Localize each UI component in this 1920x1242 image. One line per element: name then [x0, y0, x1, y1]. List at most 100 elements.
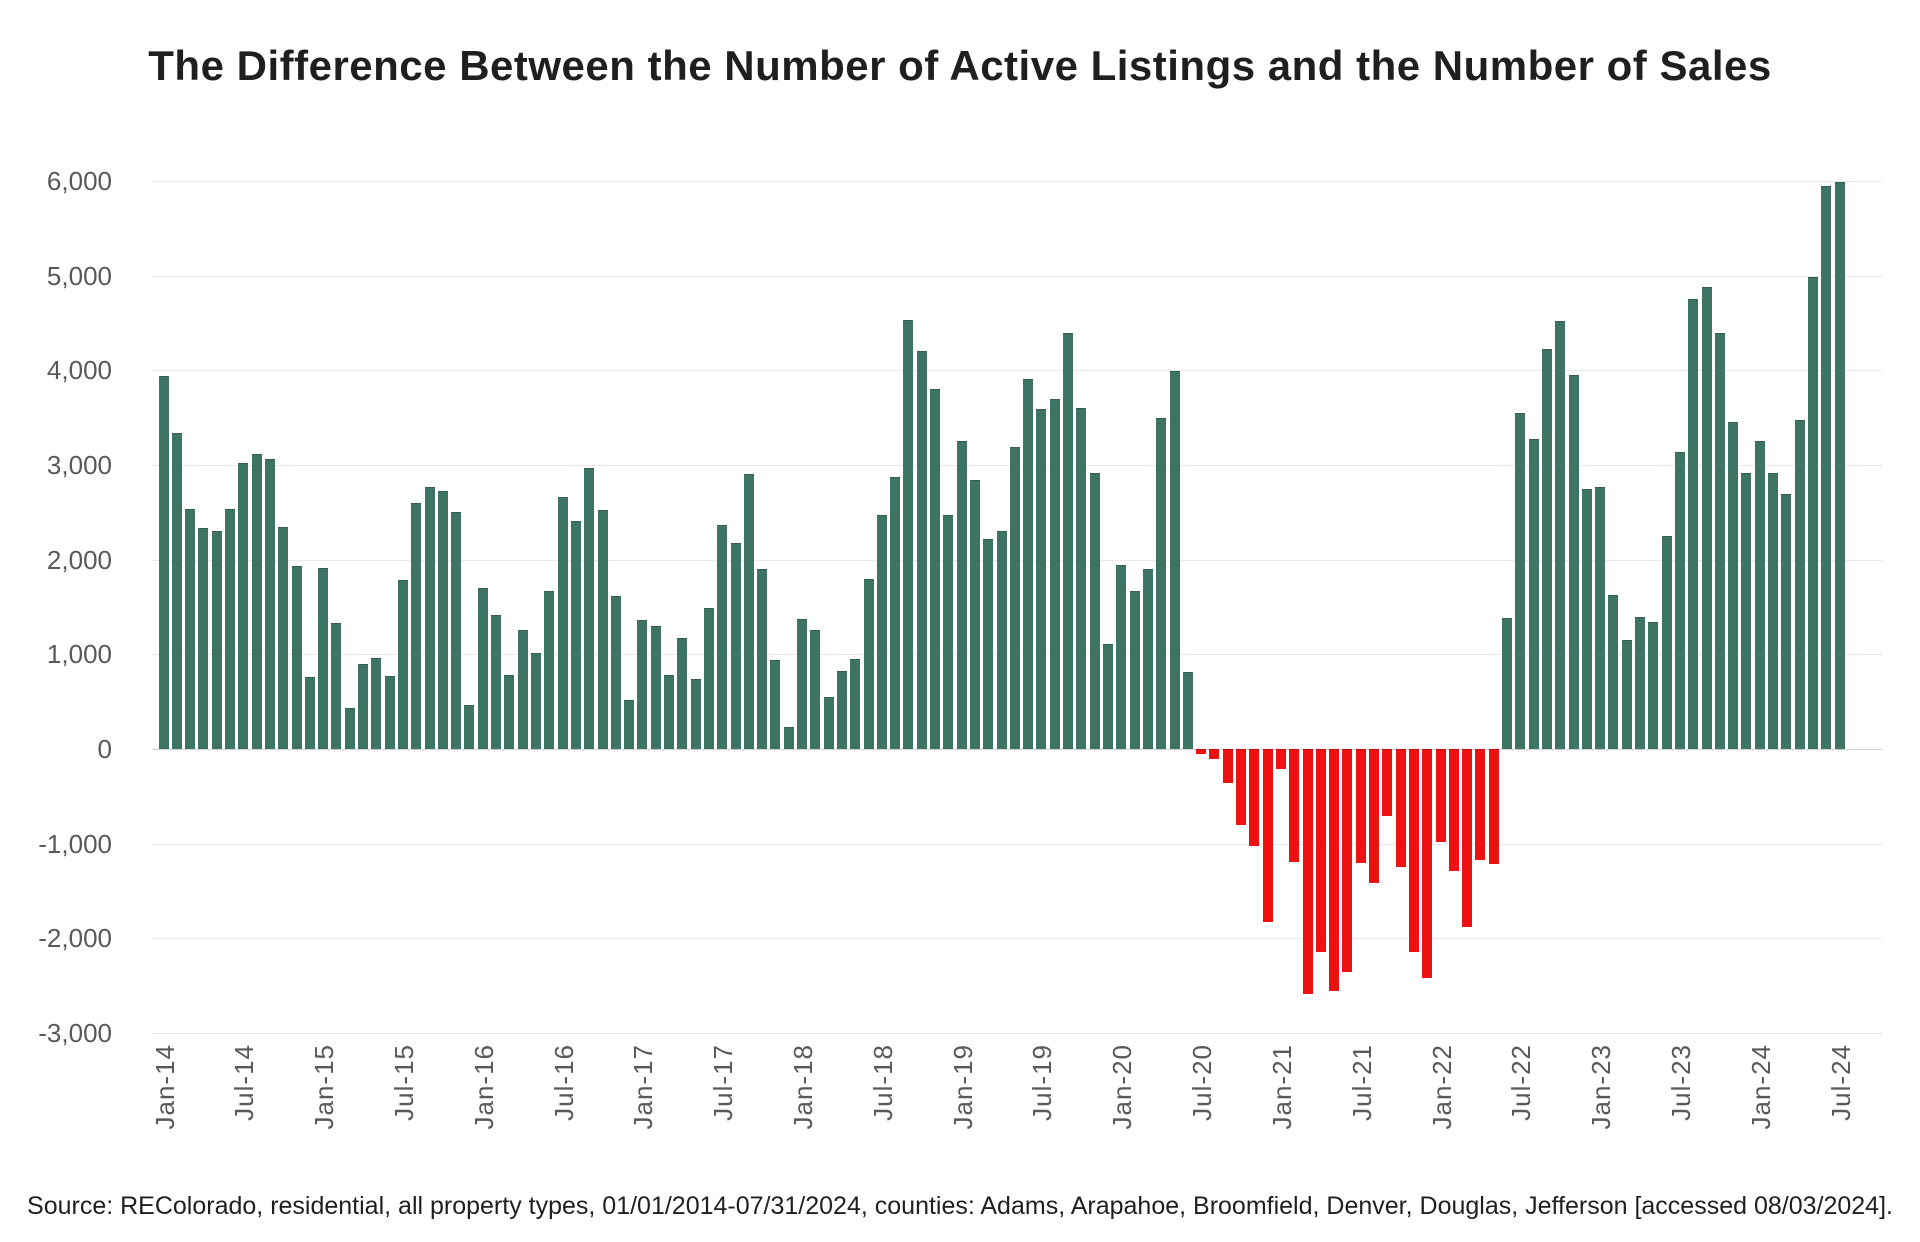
bar — [304, 677, 315, 749]
bar — [1608, 594, 1619, 749]
bar — [943, 515, 954, 749]
bar — [1395, 749, 1406, 868]
bar — [1369, 749, 1379, 884]
bar — [1142, 569, 1153, 749]
source-note: Source: REColorado, residential, all pro… — [27, 1192, 1893, 1220]
bar — [1701, 287, 1712, 749]
bar — [983, 538, 994, 749]
bar — [996, 531, 1007, 749]
x-tick-label: Jan-16 — [468, 1044, 499, 1130]
bar — [1661, 536, 1672, 749]
bar — [477, 588, 488, 749]
bar — [570, 520, 581, 749]
bar — [1009, 447, 1020, 749]
bar — [1422, 749, 1433, 979]
gridline — [152, 1033, 1882, 1034]
bar — [358, 663, 368, 749]
bar — [1595, 486, 1606, 749]
bar — [1089, 472, 1100, 749]
bar — [185, 508, 196, 749]
bar — [384, 676, 395, 749]
bar — [783, 727, 794, 749]
x-tick-label: Jan-15 — [309, 1044, 340, 1130]
chart-title: The Difference Between the Number of Act… — [148, 42, 1772, 89]
bar — [916, 351, 927, 749]
bar — [1462, 749, 1473, 927]
bar — [1209, 749, 1220, 760]
bar — [424, 486, 435, 749]
bar — [1541, 348, 1552, 749]
x-tick-label: Jul-18 — [867, 1044, 898, 1121]
bar — [1382, 749, 1393, 817]
y-tick-label: -1,000 — [38, 828, 112, 859]
bar — [437, 490, 448, 749]
x-tick-label: Jul-15 — [388, 1044, 419, 1121]
bar — [890, 477, 901, 749]
gridline — [152, 275, 1882, 277]
bar — [650, 625, 661, 749]
bar — [743, 473, 754, 749]
bar — [318, 568, 329, 749]
gridline — [152, 370, 1882, 372]
gridline — [152, 843, 1882, 845]
bar — [1714, 332, 1725, 749]
bar — [730, 542, 741, 749]
bar — [1688, 299, 1699, 749]
bar — [930, 389, 940, 749]
bar — [371, 658, 382, 749]
bar — [557, 497, 568, 749]
bar — [1196, 749, 1207, 755]
bar — [278, 526, 289, 749]
bar — [677, 638, 688, 749]
bar — [1182, 671, 1193, 749]
x-tick-label: Jul-14 — [229, 1044, 260, 1121]
bar — [1023, 378, 1034, 749]
bar — [956, 441, 967, 749]
x-tick-label: Jul-22 — [1506, 1044, 1537, 1121]
y-tick-label: 3,000 — [46, 450, 112, 480]
bar — [1262, 749, 1273, 923]
x-tick-label: Jan-20 — [1107, 1044, 1138, 1130]
x-tick-label: Jul-24 — [1825, 1044, 1856, 1121]
bar — [969, 480, 980, 749]
x-tick-label: Jan-21 — [1266, 1044, 1297, 1130]
y-tick-label: 4,000 — [46, 355, 112, 386]
bar — [451, 512, 462, 749]
bar — [1355, 749, 1366, 863]
bar — [331, 623, 342, 749]
x-tick-label: Jan-24 — [1745, 1044, 1776, 1130]
x-tick-label: Jul-16 — [548, 1044, 579, 1121]
bar — [1156, 417, 1167, 749]
bar — [1076, 408, 1087, 749]
x-tick-label: Jul-20 — [1187, 1044, 1218, 1121]
bar — [1275, 749, 1286, 769]
bar — [1754, 441, 1765, 749]
bar — [1116, 565, 1127, 749]
bar — [1448, 749, 1459, 872]
bar — [225, 508, 235, 749]
bar — [1807, 277, 1818, 749]
bar — [797, 619, 807, 749]
bar — [1555, 321, 1566, 749]
bar — [251, 453, 262, 749]
zero-gridline — [152, 749, 1882, 750]
bar — [1674, 451, 1685, 749]
x-tick-label: Jul-21 — [1346, 1044, 1377, 1121]
bar — [717, 524, 728, 749]
bar — [1342, 749, 1353, 973]
bar — [1289, 749, 1300, 862]
bar — [823, 696, 834, 749]
bar — [504, 675, 515, 749]
bar — [1169, 371, 1180, 749]
bar — [158, 376, 169, 749]
bar — [1249, 749, 1260, 846]
bar — [1515, 412, 1526, 749]
x-tick-label: Jan-22 — [1426, 1044, 1457, 1130]
bar — [1049, 398, 1060, 749]
bar — [1728, 421, 1739, 749]
bar — [1302, 749, 1313, 995]
bar — [1568, 375, 1579, 749]
x-tick-label: Jan-17 — [628, 1044, 659, 1130]
bar — [1236, 749, 1246, 825]
